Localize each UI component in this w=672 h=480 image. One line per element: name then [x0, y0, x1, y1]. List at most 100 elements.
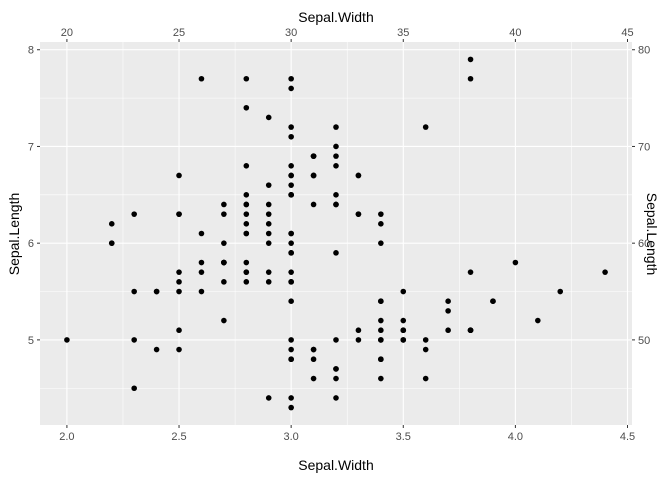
scatter-point: [288, 346, 294, 353]
y-secondary-tick-label: 80: [638, 45, 650, 57]
scatter-point: [310, 375, 317, 382]
y-tick-label: 8: [28, 45, 34, 57]
scatter-point: [265, 221, 272, 227]
scatter-point: [265, 182, 272, 188]
scatter-point: [355, 337, 362, 343]
scatter-point: [400, 327, 407, 334]
scatter-point: [333, 201, 339, 208]
tick-labels: 2.0 2.5 3.0 3.5 4.0 4.5 20 25 30 35 40 45 5 6 7 8 50 60 70…: [28, 27, 650, 443]
scatter-point: [355, 172, 362, 179]
scatter-point: [108, 240, 115, 246]
scatter-point: [288, 395, 294, 401]
scatter-point: [221, 279, 227, 285]
x-secondary-tick-label: 25: [173, 27, 185, 39]
scatter-point: [378, 221, 384, 227]
scatter-point: [243, 279, 250, 285]
scatter-point: [333, 366, 339, 372]
y-axis-title-right: Sepal.Length: [644, 193, 660, 276]
scatter-point: [198, 269, 205, 275]
scatter-point: [243, 75, 250, 82]
scatter-point: [288, 182, 294, 188]
scatter-point: [288, 75, 294, 82]
scatter-point: [378, 211, 384, 217]
major-gridlines: [40, 42, 632, 425]
scatter-point: [490, 298, 496, 305]
scatter-point: [445, 298, 451, 305]
scatter-point: [310, 346, 317, 353]
scatter-point: [198, 259, 205, 266]
x-tick-label: 3.5: [396, 431, 411, 443]
scatter-point: [288, 192, 294, 198]
scatter-point: [198, 75, 205, 82]
scatter-point: [265, 211, 272, 217]
scatter-point: [378, 327, 384, 334]
scatter-point: [64, 337, 70, 343]
scatter-point: [422, 337, 429, 343]
y-secondary-tick-label: 50: [638, 335, 650, 347]
scatter-point: [265, 269, 272, 275]
x-tick-label: 4.5: [620, 431, 635, 443]
scatter-point: [467, 56, 474, 63]
x-tick-label: 4.0: [508, 431, 523, 443]
scatter-point: [243, 269, 250, 275]
scatter-point: [288, 279, 294, 285]
scatter-point: [243, 192, 250, 198]
scatter-point: [288, 298, 294, 305]
scatter-point: [198, 230, 205, 237]
data-points: [64, 56, 608, 411]
scatter-point: [243, 162, 250, 169]
y-secondary-tick-label: 70: [638, 141, 650, 153]
scatter-point: [176, 172, 182, 179]
scatter-point: [176, 288, 182, 295]
scatter-point: [265, 114, 272, 121]
scatter-point: [355, 327, 362, 334]
scatter-point: [378, 337, 384, 343]
scatter-point: [467, 327, 474, 334]
scatter-point: [176, 279, 182, 285]
scatter-point: [288, 124, 294, 130]
scatter-point: [131, 288, 137, 295]
scatter-point: [310, 356, 317, 363]
scatter-point: [602, 269, 608, 275]
scatter-point: [221, 317, 227, 324]
scatter-point: [535, 317, 541, 324]
x-tick-label: 2.0: [59, 431, 74, 443]
scatter-point: [288, 133, 294, 140]
scatter-point: [221, 259, 227, 266]
scatter-point: [310, 201, 317, 208]
x-tick-label: 3.0: [284, 431, 299, 443]
x-secondary-tick-label: 35: [397, 27, 409, 39]
scatter-point: [176, 211, 182, 217]
axis-ticks: [37, 39, 635, 428]
x-tick-label: 2.5: [171, 431, 186, 443]
scatter-point: [333, 375, 339, 382]
scatter-point: [288, 337, 294, 343]
scatter-point: [221, 211, 227, 217]
scatter-point: [153, 346, 160, 353]
plot-panel: [40, 42, 632, 425]
scatter-point: [288, 240, 294, 246]
x-axis-title-top: Sepal.Width: [298, 9, 373, 25]
x-secondary-tick-label: 20: [61, 27, 73, 39]
minor-gridlines: [40, 42, 632, 425]
scatter-point: [310, 153, 317, 159]
scatter-point: [333, 395, 339, 401]
scatter-point: [288, 269, 294, 275]
scatter-point: [400, 317, 407, 324]
scatter-point: [333, 162, 339, 169]
scatter-point: [243, 211, 250, 217]
scatter-point: [131, 211, 137, 217]
scatter-point: [108, 221, 115, 227]
scatter-point: [467, 75, 474, 82]
scatter-point: [265, 201, 272, 208]
x-axis-title-bottom: Sepal.Width: [298, 457, 373, 473]
scatter-point: [355, 211, 362, 217]
scatter-point: [221, 240, 227, 246]
scatter-point: [288, 356, 294, 363]
scatter-point: [378, 356, 384, 363]
scatter-point: [243, 201, 250, 208]
scatter-point: [333, 124, 339, 130]
scatter-point: [265, 230, 272, 237]
scatter-point: [265, 279, 272, 285]
